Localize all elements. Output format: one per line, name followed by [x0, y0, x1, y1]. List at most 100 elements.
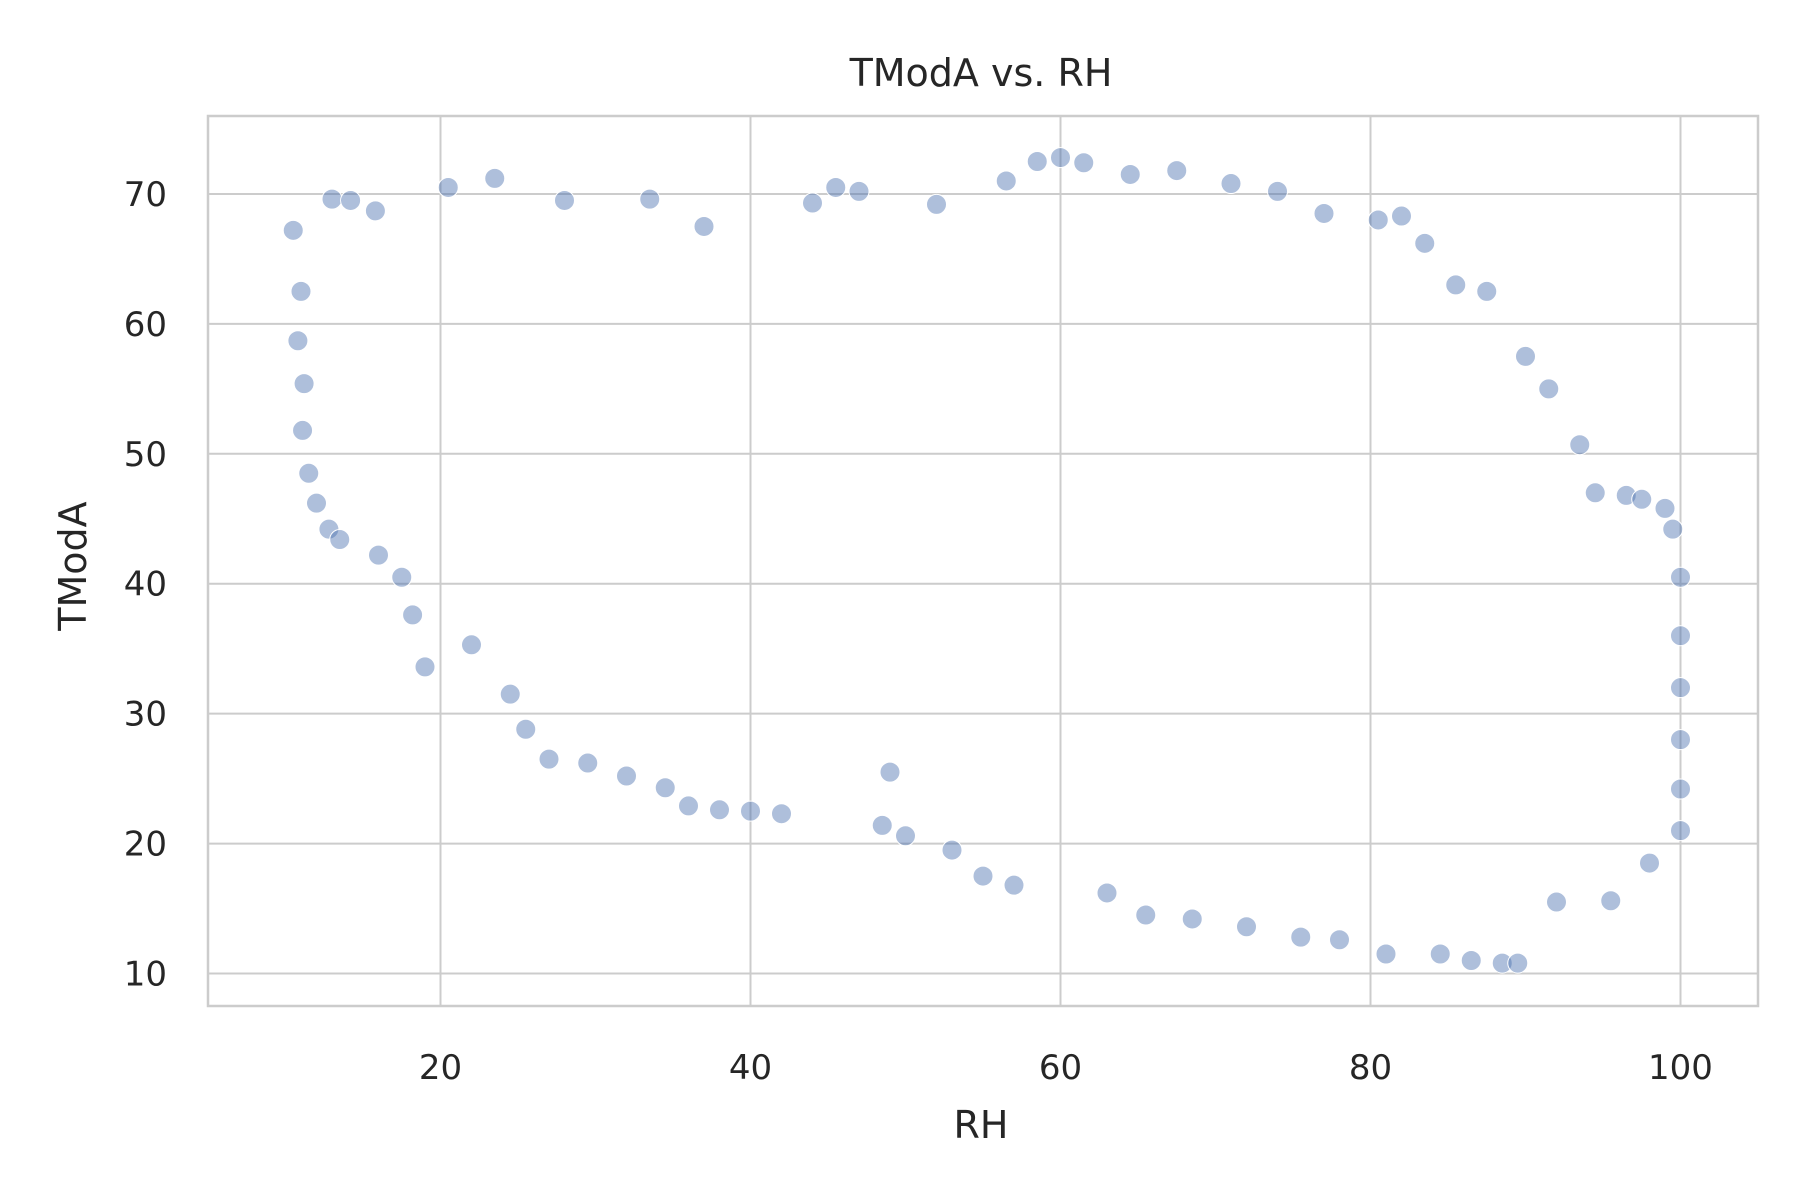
y-tick-label: 40 [124, 565, 167, 605]
scatter-point [1267, 180, 1288, 202]
scatter-point [941, 839, 963, 861]
scatter-point [1615, 484, 1637, 506]
scatter-point [577, 752, 599, 774]
scatter-point [1329, 929, 1350, 951]
scatter-point [484, 167, 506, 189]
scatter-point [282, 219, 304, 241]
y-tick-label: 60 [124, 305, 167, 345]
scatter-points [282, 147, 1691, 974]
scatter-point [1670, 677, 1691, 699]
scatter-point [499, 683, 521, 705]
scatter-point [1290, 926, 1312, 948]
scatter-point [1670, 729, 1691, 751]
scatter-point [368, 544, 389, 566]
scatter-point [1445, 274, 1467, 296]
scatter-point [1460, 950, 1482, 972]
scatter-point [1414, 232, 1436, 254]
scatter-point [1003, 874, 1025, 896]
axis-ticks: 20 40 60 80 100 10 20 30 40 50 60 70 [124, 175, 1713, 1088]
scatter-point [554, 189, 575, 211]
scatter-point [306, 492, 327, 514]
scatter-point [678, 795, 699, 817]
scatter-point [639, 188, 661, 210]
scatter-point [1073, 152, 1095, 174]
scatter-point [1050, 147, 1071, 169]
scatter-point [1654, 497, 1676, 519]
scatter-point [538, 748, 560, 770]
scatter-point [1631, 488, 1653, 510]
scatter-point [290, 280, 312, 302]
scatter-point [1096, 882, 1118, 904]
scatter-point [364, 200, 386, 222]
scatter-point [871, 814, 893, 836]
scatter-point [895, 825, 916, 847]
scatter-point [1135, 904, 1157, 926]
scatter-point [709, 799, 730, 821]
scatter-point [1375, 943, 1397, 965]
scatter-point [515, 718, 537, 740]
scatter-point [1600, 890, 1622, 912]
scatter-point [1670, 566, 1691, 588]
scatter-point [1670, 625, 1691, 647]
scatter-point [1546, 891, 1567, 913]
scatter-point [1119, 163, 1141, 185]
scatter-point [340, 189, 362, 211]
scatter-point [771, 803, 792, 825]
scatter-point [1507, 952, 1529, 974]
scatter-point [298, 462, 320, 484]
scatter-point [616, 765, 637, 787]
scatter-point [740, 800, 761, 822]
scatter-point [1584, 482, 1606, 504]
scatter-point [1515, 345, 1536, 367]
scatter-point [1181, 908, 1203, 930]
scatter-point [391, 566, 413, 588]
scatter-point [329, 529, 351, 551]
scatter-point [1236, 916, 1257, 938]
scatter-point [402, 604, 424, 626]
scatter-point [293, 373, 315, 395]
scatter-point [414, 656, 436, 678]
plot-area [206, 114, 1760, 1008]
scatter-point [321, 188, 343, 210]
y-axis-label: TModA [51, 501, 95, 631]
scatter-point [926, 193, 947, 215]
chart-title: TModA vs. RH [849, 51, 1113, 95]
scatter-point [1639, 852, 1660, 874]
scatter-point [1367, 209, 1389, 231]
scatter-point [693, 215, 715, 237]
x-axis-label: RH [954, 1103, 1009, 1147]
scatter-point [1166, 160, 1188, 182]
x-tick-label: 80 [1349, 1048, 1392, 1088]
y-tick-label: 20 [124, 825, 167, 865]
grid-lines [208, 116, 1758, 1006]
x-tick-label: 40 [729, 1048, 772, 1088]
scatter-point [995, 170, 1017, 192]
scatter-point [972, 865, 994, 887]
y-tick-label: 50 [124, 435, 167, 475]
scatter-point [1391, 205, 1412, 227]
scatter-point [1670, 778, 1691, 800]
x-tick-label: 100 [1648, 1048, 1713, 1088]
scatter-point [879, 761, 901, 783]
scatter-point [437, 176, 459, 198]
scatter-point [654, 777, 676, 799]
scatter-point [1026, 150, 1048, 172]
scatter-point [1476, 280, 1498, 302]
scatter-point [1220, 173, 1242, 195]
scatter-point [825, 176, 847, 198]
scatter-point [1670, 820, 1691, 842]
scatter-point [1569, 434, 1591, 456]
scatter-point [1313, 202, 1335, 224]
scatter-point [848, 180, 870, 202]
x-tick-label: 60 [1039, 1048, 1082, 1088]
scatter-point [461, 634, 482, 656]
y-tick-label: 70 [124, 175, 167, 215]
x-tick-label: 20 [419, 1048, 462, 1088]
scatter-point [287, 330, 309, 352]
scatter-point [292, 419, 314, 441]
scatter-point [1538, 378, 1560, 400]
scatter-point [1491, 952, 1513, 974]
scatter-point [802, 192, 823, 214]
scatter-point [1429, 943, 1451, 965]
